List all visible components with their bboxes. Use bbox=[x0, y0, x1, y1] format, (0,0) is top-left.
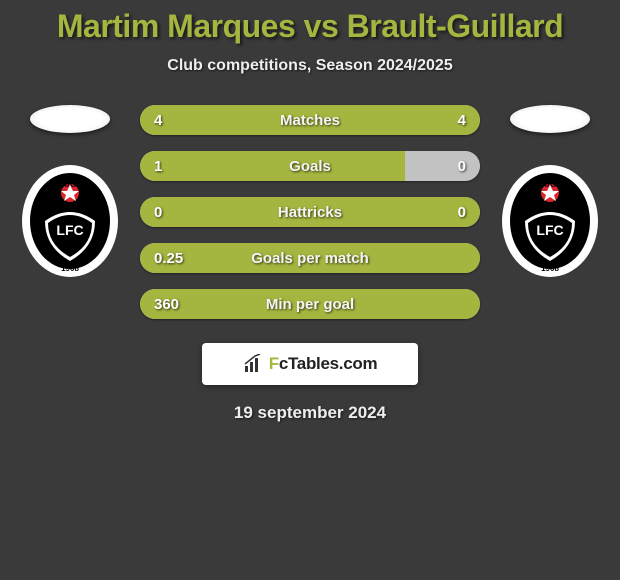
player-left-column: LFC 1908 FC LUGANO bbox=[20, 105, 120, 279]
svg-text:1908: 1908 bbox=[61, 264, 79, 273]
stat-label: Hattricks bbox=[210, 204, 410, 221]
comparison-card: Martim Marques vs Brault-Guillard Club c… bbox=[0, 0, 620, 423]
player-right-avatar bbox=[510, 105, 590, 133]
svg-text:LFC: LFC bbox=[536, 222, 563, 238]
stat-row: 0.25Goals per match bbox=[140, 243, 480, 273]
stat-value-left: 4 bbox=[140, 112, 210, 129]
footer-brand-f: F bbox=[269, 354, 279, 373]
player-left-avatar bbox=[30, 105, 110, 133]
player-right-column: LFC 1908 FC LUGANO bbox=[500, 105, 600, 279]
stat-row: 4Matches4 bbox=[140, 105, 480, 135]
stat-label: Min per goal bbox=[210, 296, 410, 313]
footer-brand-rest: cTables.com bbox=[279, 354, 377, 373]
main-row: LFC 1908 FC LUGANO 4Matches41Goals00Hatt… bbox=[0, 105, 620, 319]
player-left-club-badge: LFC 1908 FC LUGANO bbox=[20, 163, 120, 279]
footer-brand-text: FcTables.com bbox=[269, 354, 378, 374]
stat-row: 360Min per goal bbox=[140, 289, 480, 319]
stat-label: Goals bbox=[210, 158, 410, 175]
club-badge-icon: LFC 1908 FC LUGANO bbox=[500, 163, 600, 279]
stat-row: 0Hattricks0 bbox=[140, 197, 480, 227]
stat-label: Goals per match bbox=[210, 250, 410, 267]
stat-value-left: 0 bbox=[140, 204, 210, 221]
stat-value-left: 1 bbox=[140, 158, 210, 175]
bar-chart-icon bbox=[243, 354, 263, 374]
stats-column: 4Matches41Goals00Hattricks00.25Goals per… bbox=[140, 105, 480, 319]
svg-text:1908: 1908 bbox=[541, 264, 559, 273]
footer-brand[interactable]: FcTables.com bbox=[202, 343, 418, 385]
page-title: Martim Marques vs Brault-Guillard bbox=[0, 8, 620, 45]
date-label: 19 september 2024 bbox=[0, 403, 620, 423]
subtitle: Club competitions, Season 2024/2025 bbox=[0, 57, 620, 75]
stat-value-right: 0 bbox=[410, 158, 480, 175]
club-badge-icon: LFC 1908 FC LUGANO bbox=[20, 163, 120, 279]
stat-row: 1Goals0 bbox=[140, 151, 480, 181]
svg-text:LFC: LFC bbox=[56, 222, 83, 238]
stat-value-right: 4 bbox=[410, 112, 480, 129]
stat-label: Matches bbox=[210, 112, 410, 129]
player-right-club-badge: LFC 1908 FC LUGANO bbox=[500, 163, 600, 279]
stat-value-left: 0.25 bbox=[140, 250, 210, 267]
stat-value-right: 0 bbox=[410, 204, 480, 221]
stat-value-left: 360 bbox=[140, 296, 210, 313]
